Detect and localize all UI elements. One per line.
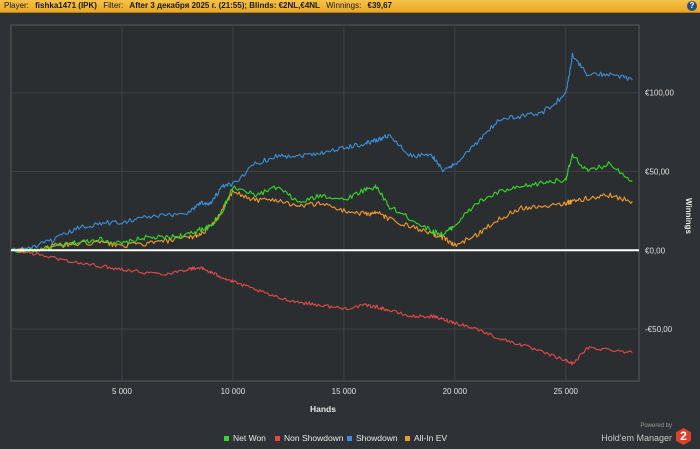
series-line-non-showdown <box>10 249 633 366</box>
version-badge: 2 <box>676 428 691 445</box>
legend-non-showdown-label: Non Showdown <box>284 433 344 443</box>
y-tick-label: -€50,00 <box>645 325 673 334</box>
x-axis: 5 000 10 000 15 000 20 000 25 000 <box>112 387 579 396</box>
x-tick-label: 5 000 <box>112 387 133 396</box>
winnings-value: €39,67 <box>367 1 392 10</box>
legend-showdown-label: Showdown <box>356 433 398 443</box>
y-tick-label: €50,00 <box>645 167 670 176</box>
legend-net-won-swatch <box>224 435 229 441</box>
series-line-net-won <box>10 153 633 254</box>
winnings-label: Winnings: <box>326 1 362 10</box>
brand-name: Hold'em Manager <box>601 433 672 443</box>
y-axis: €100,00 €50,00 €0,00 -€50,00 <box>645 89 674 334</box>
x-tick-label: 15 000 <box>332 387 357 396</box>
y-tick-label: €100,00 <box>645 89 674 98</box>
x-tick-label: 10 000 <box>221 387 246 396</box>
player-label: Player: <box>4 1 29 10</box>
y-tick-label: €0,00 <box>645 246 666 255</box>
legend-showdown-swatch <box>347 435 352 441</box>
y-axis-title: Winnings <box>684 198 693 234</box>
filter-label: Filter: <box>103 1 124 10</box>
powered-by-text: Powered by <box>640 423 672 429</box>
legend-non-showdown[interactable]: Non Showdown <box>275 433 344 443</box>
legend-non-showdown-swatch <box>275 435 280 441</box>
series-line-all-in-ev <box>10 190 633 254</box>
x-tick-label: 25 000 <box>554 387 579 396</box>
legend-showdown[interactable]: Showdown <box>347 433 398 443</box>
legend-all-in-ev[interactable]: All-In EV <box>405 433 447 443</box>
filter-bar: Player: fishka1471 (IPK) Filter: After 3… <box>0 0 700 13</box>
legend-all-in-ev-label: All-In EV <box>414 433 448 443</box>
legend-net-won[interactable]: Net Won <box>224 433 266 443</box>
filter-value: After 3 декабря 2025 г. (21:55); Blinds:… <box>129 1 320 10</box>
series-line-showdown <box>10 52 633 251</box>
x-tick-label: 20 000 <box>443 387 468 396</box>
legend-all-in-ev-swatch <box>405 435 410 441</box>
plot-area <box>10 24 640 382</box>
grid-lines <box>11 25 639 381</box>
winnings-graph: 5 000 10 000 15 000 20 000 25 000 €100,00 €50… <box>10 24 693 414</box>
x-axis-title: Hands <box>310 404 336 414</box>
help-icon[interactable]: ? <box>687 1 697 11</box>
player-name: fishka1471 (IPK) <box>35 1 97 10</box>
legend-net-won-label: Net Won <box>233 433 266 443</box>
